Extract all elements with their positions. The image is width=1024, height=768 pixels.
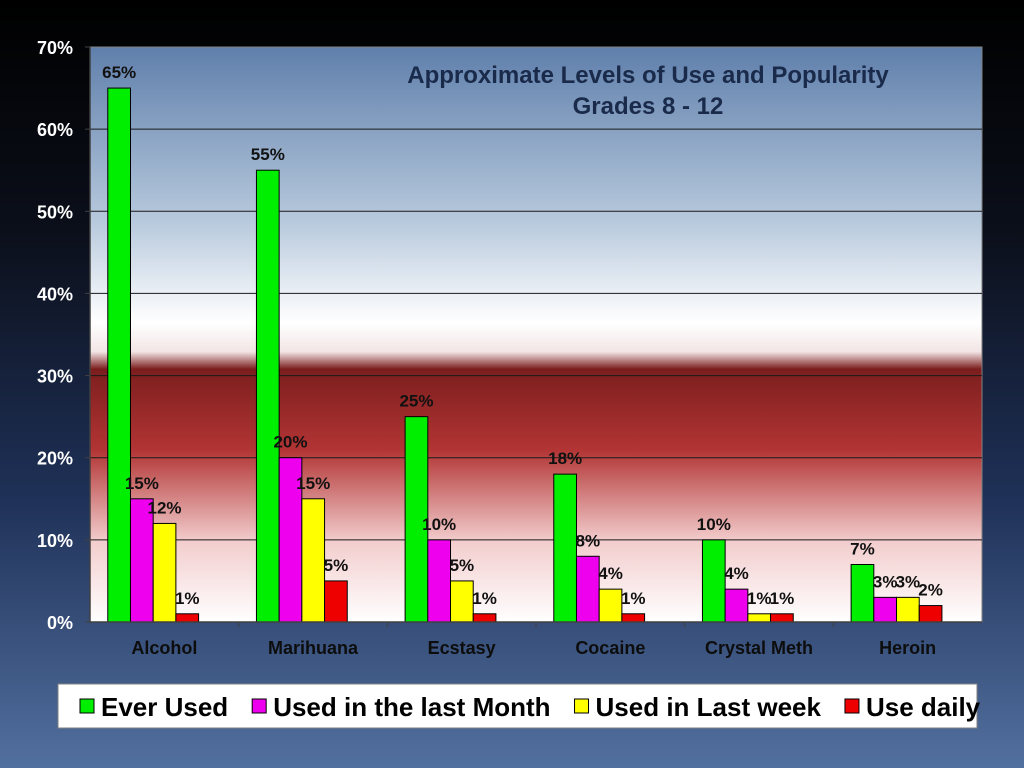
- bar-ecstasy-used-in-the-last-month: [427, 539, 452, 623]
- data-label-cocaine-used-in-last-week: 4%: [598, 564, 623, 583]
- x-tick-label-cocaine: Cocaine: [575, 638, 645, 658]
- data-label-heroin-used-in-last-week: 3%: [896, 572, 921, 591]
- x-tick-label-alcohol: Alcohol: [131, 638, 197, 658]
- y-tick-label: 10%: [37, 531, 73, 551]
- y-tick-label: 50%: [37, 202, 73, 222]
- data-label-crystal-meth-ever-used: 10%: [697, 515, 731, 534]
- bar-ecstasy-use-daily: [472, 613, 497, 623]
- chart-subtitle: Grades 8 - 12: [573, 93, 724, 120]
- chart-title: Approximate Levels of Use and Popularity: [407, 62, 889, 89]
- data-label-crystal-meth-use-daily: 1%: [770, 589, 795, 608]
- bar-alcohol-use-daily: [175, 613, 200, 623]
- y-tick-label: 70%: [37, 38, 73, 58]
- bar-alcohol-used-in-last-week: [152, 522, 177, 623]
- y-tick-label: 60%: [37, 120, 73, 140]
- data-label-ecstasy-ever-used: 25%: [399, 392, 433, 411]
- bar-cocaine-used-in-last-week: [598, 588, 623, 623]
- bar-cocaine-used-in-the-last-month: [575, 555, 600, 623]
- bar-heroin-ever-used: [850, 564, 875, 623]
- y-tick-label: 20%: [37, 449, 73, 469]
- data-label-cocaine-use-daily: 1%: [621, 589, 646, 608]
- bar-alcohol-ever-used: [107, 87, 131, 623]
- legend-swatch-use-daily: [844, 698, 860, 714]
- data-label-heroin-used-in-the-last-month: 3%: [873, 572, 898, 591]
- data-label-marihuana-used-in-the-last-month: 20%: [273, 433, 307, 452]
- data-label-heroin-use-daily: 2%: [918, 581, 943, 600]
- bar-marihuana-ever-used: [255, 169, 280, 623]
- legend-swatch-ever-used: [79, 698, 95, 714]
- bar-crystal-meth-use-daily: [770, 613, 794, 623]
- legend: Ever Used Used in the last Month Used in L…: [57, 683, 981, 729]
- y-tick-label: 40%: [37, 284, 73, 304]
- data-label-crystal-meth-used-in-last-week: 1%: [747, 589, 772, 608]
- data-label-alcohol-used-in-the-last-month: 15%: [125, 474, 159, 493]
- data-label-ecstasy-used-in-the-last-month: 10%: [422, 515, 456, 534]
- data-label-crystal-meth-used-in-the-last-month: 4%: [724, 564, 749, 583]
- data-label-alcohol-use-daily: 1%: [175, 589, 200, 608]
- x-tick-label-crystal-meth: Crystal Meth: [705, 638, 813, 658]
- data-label-cocaine-ever-used: 18%: [548, 449, 582, 468]
- bar-crystal-meth-ever-used: [701, 539, 726, 623]
- x-tick-label-heroin: Heroin: [879, 638, 936, 658]
- bar-heroin-use-daily: [918, 605, 943, 623]
- gridlines: [90, 128, 982, 541]
- data-label-heroin-ever-used: 7%: [850, 540, 875, 559]
- y-tick-label: 0%: [47, 613, 73, 633]
- bar-cocaine-use-daily: [621, 613, 646, 623]
- x-tick-label-ecstasy: Ecstasy: [428, 638, 496, 658]
- bar-heroin-used-in-the-last-month: [873, 596, 898, 623]
- data-label-marihuana-used-in-last-week: 15%: [296, 474, 330, 493]
- data-label-alcohol-used-in-last-week: 12%: [148, 498, 182, 517]
- data-label-ecstasy-used-in-last-week: 5%: [450, 556, 475, 575]
- x-tick-label-marihuana: Marihuana: [268, 638, 359, 658]
- bar-marihuana-use-daily: [324, 580, 348, 623]
- y-axis-ticks: 0% 10% 20% 30% 40% 50% 60% 70%: [37, 38, 90, 633]
- legend-label-use-daily: Use daily: [866, 692, 981, 722]
- bar-crystal-meth-used-in-the-last-month: [724, 588, 749, 623]
- plot-area: [89, 46, 983, 623]
- bar-heroin-used-in-last-week: [896, 596, 920, 623]
- data-labels: 65% 15% 12% 1% 55% 20% 15% 5% 25% 10% 5% 1% 18% 8% 4% 1…: [102, 63, 943, 608]
- data-label-cocaine-used-in-the-last-month: 8%: [576, 531, 601, 550]
- legend-label-used-in-the-last-month: Used in the last Month: [273, 692, 550, 722]
- data-label-marihuana-ever-used: 55%: [251, 145, 285, 164]
- bar-ecstasy-used-in-last-week: [450, 580, 474, 623]
- data-label-ecstasy-use-daily: 1%: [472, 589, 497, 608]
- x-axis-ticks: Alcohol Marihuana Ecstasy Cocaine Crystal Me…: [131, 622, 936, 658]
- bars: [107, 87, 943, 623]
- legend-swatch-used-in-the-last-month: [251, 698, 267, 714]
- data-label-marihuana-use-daily: 5%: [324, 556, 349, 575]
- y-tick-label: 30%: [37, 367, 73, 387]
- bar-marihuana-used-in-last-week: [301, 498, 326, 623]
- bar-crystal-meth-used-in-last-week: [747, 613, 772, 623]
- legend-swatch-used-in-last-week: [574, 698, 590, 714]
- legend-box: [57, 683, 978, 729]
- legend-label-ever-used: Ever Used: [101, 692, 228, 722]
- bar-cocaine-ever-used: [553, 473, 577, 623]
- legend-label-used-in-last-week: Used in Last week: [596, 692, 822, 722]
- data-label-alcohol-ever-used: 65%: [102, 63, 136, 82]
